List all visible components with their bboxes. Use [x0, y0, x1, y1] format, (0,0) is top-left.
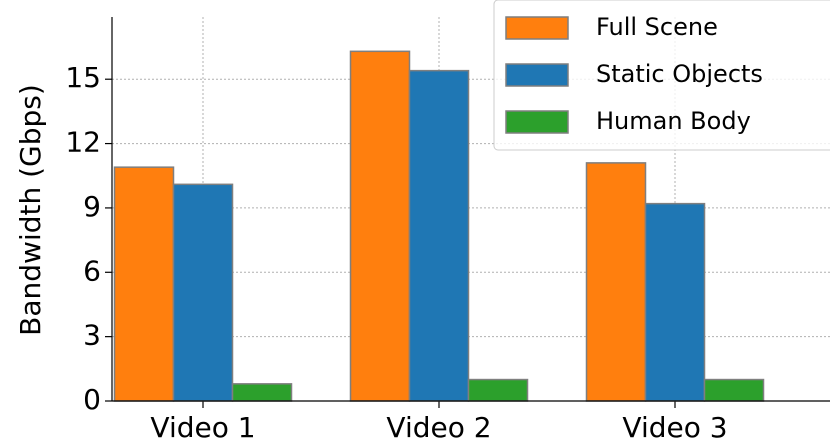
y-tick-label: 15	[65, 61, 101, 94]
bar	[585, 162, 647, 402]
bar	[231, 383, 293, 402]
bar	[349, 50, 411, 402]
legend-label: Human Body	[596, 107, 751, 135]
legend-swatch	[505, 110, 569, 134]
y-axis-label: Bandwidth (Gbps)	[14, 84, 47, 336]
x-tick-label: Video 1	[150, 411, 255, 444]
legend-swatch	[505, 16, 569, 40]
y-tick-label: 0	[83, 383, 101, 416]
legend-swatch	[505, 63, 569, 87]
legend-frame	[493, 0, 830, 151]
x-tick-label: Video 2	[386, 411, 491, 444]
bar	[467, 378, 529, 402]
bar	[172, 183, 234, 402]
y-tick-label: 12	[65, 126, 101, 159]
legend: Full Scene Static Objects Human Body	[493, 0, 830, 151]
y-tick-label: 6	[83, 254, 101, 287]
legend-label: Full Scene	[596, 13, 718, 41]
legend-label: Static Objects	[596, 60, 763, 88]
bar	[644, 202, 706, 402]
x-tick-label: Video 3	[622, 411, 727, 444]
y-tick-label: 9	[83, 190, 101, 223]
bar	[408, 69, 470, 402]
bar	[703, 378, 765, 402]
bar	[113, 166, 175, 402]
y-tick-label: 3	[83, 319, 101, 352]
